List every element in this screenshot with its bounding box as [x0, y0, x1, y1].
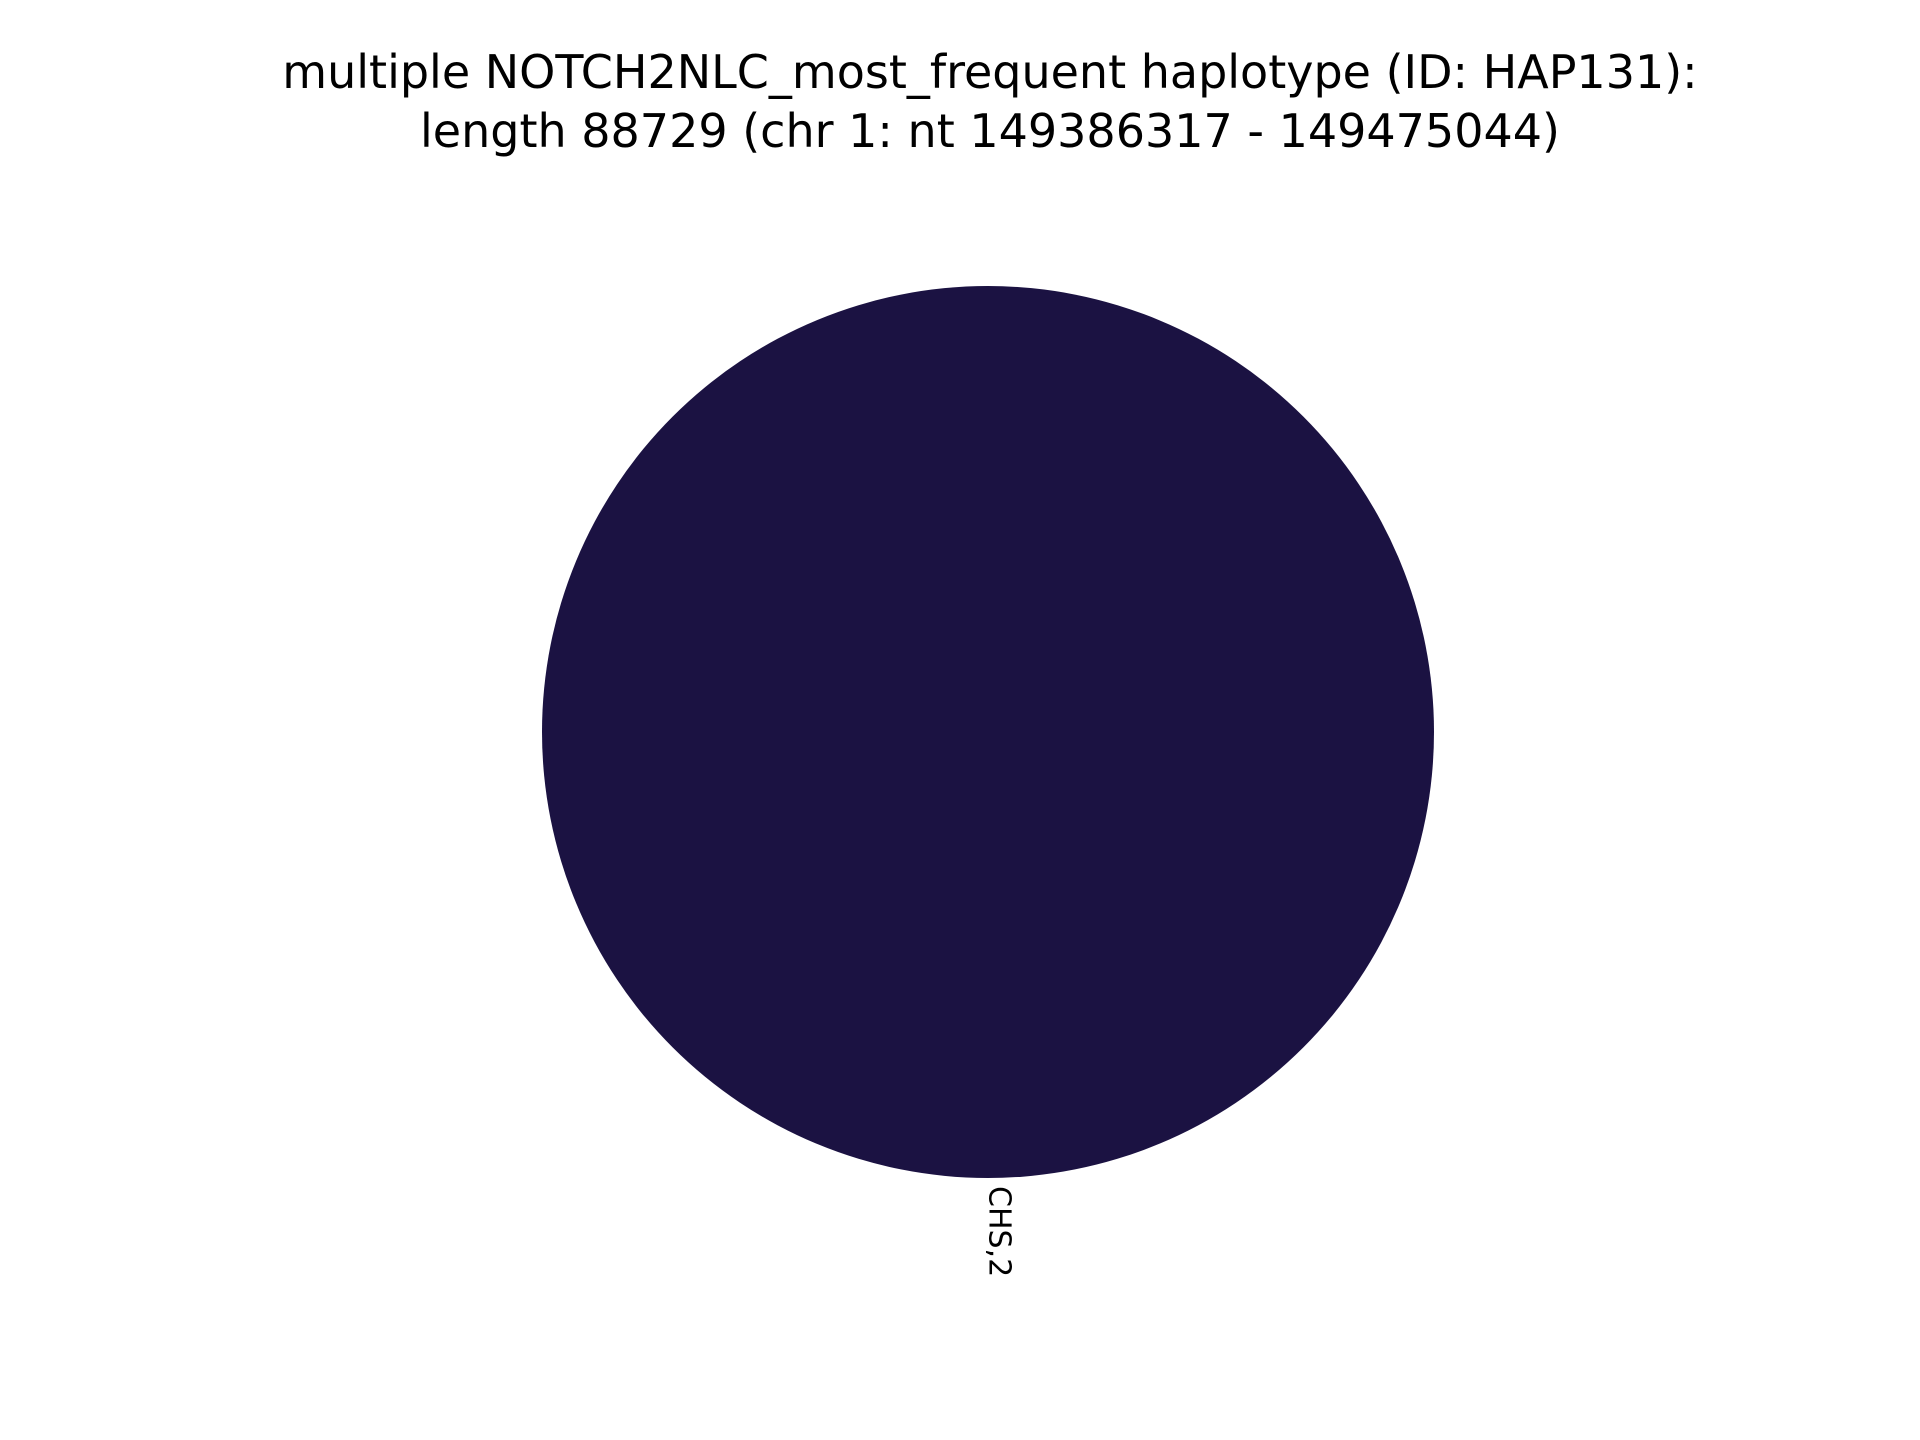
pie-slice-labels: CHS,2 [982, 1186, 1017, 1277]
pie-slices [542, 286, 1434, 1178]
pie-slice-0 [542, 286, 1434, 1178]
chart-title-line-2: length 88729 (chr 1: nt 149386317 - 1494… [420, 104, 1560, 158]
chart-title-line-1: multiple NOTCH2NLC_most_frequent haploty… [282, 45, 1697, 99]
pie-slice-label-0: CHS,2 [982, 1186, 1017, 1277]
